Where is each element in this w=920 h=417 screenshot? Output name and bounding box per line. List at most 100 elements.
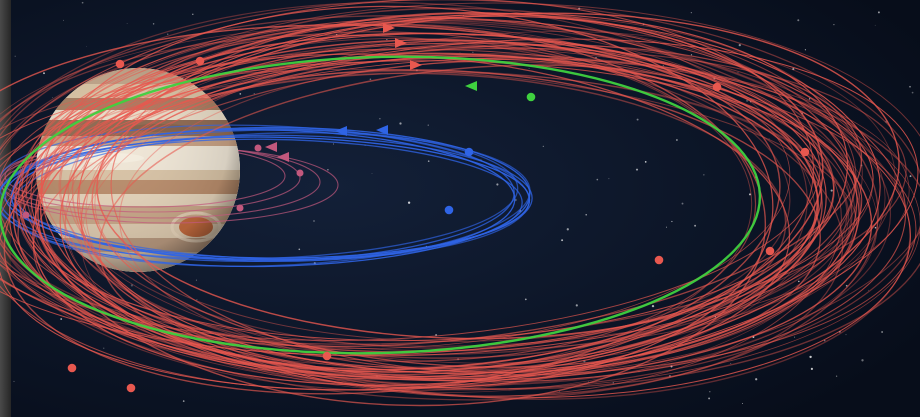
star [845, 334, 847, 336]
star [459, 51, 461, 53]
star [798, 280, 800, 283]
retrograde-moon-dot [765, 246, 775, 256]
star [742, 402, 743, 404]
direction-arrow-icon [265, 142, 277, 152]
direction-arrow-icon [383, 23, 395, 33]
star [63, 19, 64, 21]
star [636, 118, 639, 121]
star [152, 23, 155, 25]
star [909, 85, 911, 88]
retrograde-orbit-path [0, 68, 858, 352]
star [608, 178, 610, 180]
star [874, 24, 876, 26]
star [239, 93, 242, 95]
star [794, 336, 796, 338]
retrograde-moon-dot [195, 56, 205, 66]
star [472, 51, 474, 53]
star [333, 143, 334, 145]
retrograde-orbit-path [0, 0, 920, 391]
star [298, 248, 301, 251]
star [768, 138, 770, 140]
star [195, 279, 197, 281]
retrograde-moon-dot [800, 147, 810, 157]
star [182, 400, 185, 402]
star [662, 65, 664, 67]
star [709, 390, 711, 393]
inner-orbit-path [4, 175, 286, 208]
retrograde-orbit-path [110, 11, 858, 374]
retrograde-moon-dot [115, 59, 125, 69]
retrograde-orbit-path [67, 43, 791, 349]
star [881, 331, 883, 333]
prograde-outer-orbit [0, 55, 762, 355]
star [81, 1, 84, 4]
prograde-orbit-path [0, 126, 531, 268]
star [809, 355, 812, 359]
star [911, 91, 914, 94]
star [748, 193, 752, 196]
retrograde-moon-dot [712, 82, 722, 92]
inner-orbit-path [0, 181, 321, 219]
direction-arrow-icon [376, 125, 388, 135]
star [845, 284, 848, 287]
retrograde-orbit-path [3, 40, 781, 395]
star [566, 228, 569, 231]
star [675, 139, 678, 141]
inner-moon-dot [296, 169, 304, 177]
direction-arrow-icon [410, 60, 422, 70]
star [196, 299, 198, 301]
inner-moon-dot [236, 204, 244, 212]
retrograde-orbit-path [39, 23, 767, 407]
retrograde-orbit-path [0, 1, 808, 392]
retrograde-orbit-path [17, 44, 863, 348]
star [559, 391, 561, 393]
star [644, 161, 647, 163]
star [588, 381, 589, 383]
star [690, 54, 693, 56]
star [327, 168, 329, 171]
star [804, 49, 806, 51]
star [313, 220, 315, 222]
star [833, 23, 835, 26]
retrograde-orbit-path [0, 24, 873, 382]
star [399, 122, 402, 125]
retrograde-orbit-path [98, 64, 835, 373]
prograde-moon-dot [526, 92, 536, 102]
frame-edge [0, 0, 11, 417]
star [810, 367, 814, 370]
orbit-markers [22, 23, 810, 393]
retrograde-orbit-path [0, 47, 907, 345]
star [737, 72, 739, 73]
star [909, 175, 912, 178]
green-orbit-path [0, 55, 762, 355]
star [427, 124, 429, 126]
star [167, 33, 169, 35]
star [868, 289, 869, 291]
star [861, 359, 864, 362]
retrograde-orbit-path [91, 69, 821, 368]
retrograde-orbit-path [40, 5, 774, 389]
star [561, 239, 564, 242]
star [126, 23, 128, 24]
direction-arrow-icon [465, 81, 477, 91]
star [427, 160, 430, 162]
star [336, 33, 338, 36]
retrograde-orbit-path [37, 12, 824, 371]
retrograde-orbit-path [40, 21, 856, 373]
star [681, 202, 684, 205]
prograde-moon-dot [444, 205, 454, 215]
inner-moon-dot [254, 144, 262, 152]
star [435, 334, 438, 336]
retrograde-orbit-path [14, 2, 920, 380]
star [369, 78, 372, 81]
retrograde-moon-dot [126, 383, 136, 393]
retrograde-orbit-path [0, 34, 844, 401]
retrograde-orbit-path [0, 48, 917, 376]
retrograde-orbit-path [0, 60, 863, 357]
star [379, 118, 381, 120]
retrograde-orbit-path [78, 18, 842, 397]
star [407, 201, 411, 204]
star [665, 226, 668, 228]
star [690, 12, 692, 14]
